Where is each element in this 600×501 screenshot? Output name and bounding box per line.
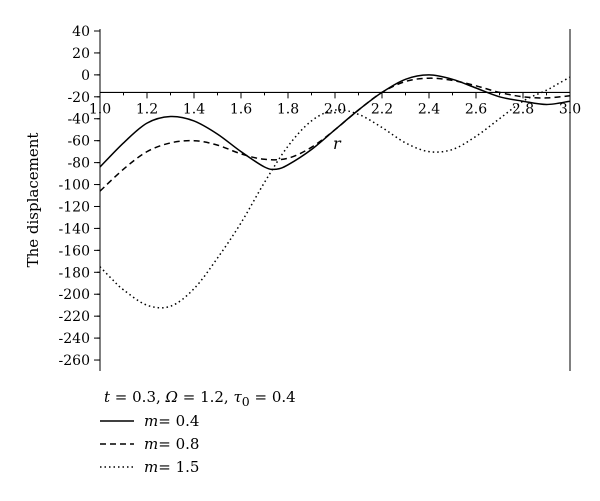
x-tick-label: 2.8 xyxy=(512,101,534,117)
y-tick-label: -60 xyxy=(67,134,90,150)
y-tick-label: 20 xyxy=(72,46,90,62)
y-tick-label: -140 xyxy=(59,221,90,237)
y-tick-label: -260 xyxy=(59,353,90,369)
y-tick-label: -100 xyxy=(59,178,90,194)
legend-item-m-0.4: m = 0.4 xyxy=(100,412,199,430)
t-value: = 0.3, xyxy=(110,388,166,406)
omega-value: = 1.2, xyxy=(177,388,234,406)
x-tick-label: 1.2 xyxy=(136,101,158,117)
x-tick-label: 1.4 xyxy=(183,101,205,117)
y-tick-label: -20 xyxy=(67,90,90,106)
legend-label: = 1.5 xyxy=(158,458,200,476)
x-tick-label: 2.4 xyxy=(418,101,440,117)
displacement-chart: 40 20 0 -20 -40 -60 -80 -100 -120 -140 -160 -180 -20… xyxy=(24,24,581,371)
tau-subscript: 0 xyxy=(241,394,250,409)
tau-value: = 0.4 xyxy=(249,388,296,406)
y-tick-label: 40 xyxy=(72,24,90,40)
legend-swatch-dashed xyxy=(100,443,134,445)
series-line-1 xyxy=(99,74,571,171)
legend-item-m-0.8: m = 0.8 xyxy=(100,435,199,453)
y-tick-label: -120 xyxy=(59,199,90,215)
t-symbol: t xyxy=(104,388,111,406)
legend-label: = 0.8 xyxy=(158,435,200,453)
x-tick-label: 1.8 xyxy=(277,101,299,117)
legend-label: = 0.4 xyxy=(158,412,200,430)
y-tick-label: -80 xyxy=(67,156,90,172)
tau-symbol: τ xyxy=(233,388,242,406)
x-tick-label: 2.6 xyxy=(465,101,487,117)
omega-symbol: Ω xyxy=(165,388,178,406)
y-tick-label: -240 xyxy=(59,331,90,347)
y-tick-label: -40 xyxy=(67,112,90,128)
y-tick-label: -180 xyxy=(59,265,90,281)
series-line-2 xyxy=(99,77,571,192)
x-tick-label: 2.0 xyxy=(324,101,346,117)
y-tick-label: -200 xyxy=(59,287,90,303)
x-axis-label: r xyxy=(333,134,342,153)
y-tick-label: 0 xyxy=(81,68,90,84)
y-tick-label: -220 xyxy=(59,309,90,325)
legend-m-symbol: m xyxy=(144,458,159,476)
legend-swatch-dotted xyxy=(100,466,134,468)
x-tick-label: 1.6 xyxy=(230,101,252,117)
y-axis-label: The displacement xyxy=(24,133,42,268)
x-tick-label: 2.2 xyxy=(371,101,393,117)
parameter-caption: t = 0.3, Ω = 1.2, τ0 = 0.4 xyxy=(104,388,296,409)
y-tick-label: -160 xyxy=(59,243,90,259)
legend-m-symbol: m xyxy=(144,435,159,453)
legend-m-symbol: m xyxy=(144,412,159,430)
legend-swatch-solid xyxy=(100,420,134,422)
x-axis-ticks: 1.0 1.2 1.4 1.6 1.8 2.0 2.2 2.4 2.6 2.8 3.0 xyxy=(89,92,581,117)
legend-item-m-1.5: m = 1.5 xyxy=(100,458,199,476)
y-axis-ticks: 40 20 0 -20 -40 -60 -80 -100 -120 -140 -160 -180 -20… xyxy=(59,24,100,369)
